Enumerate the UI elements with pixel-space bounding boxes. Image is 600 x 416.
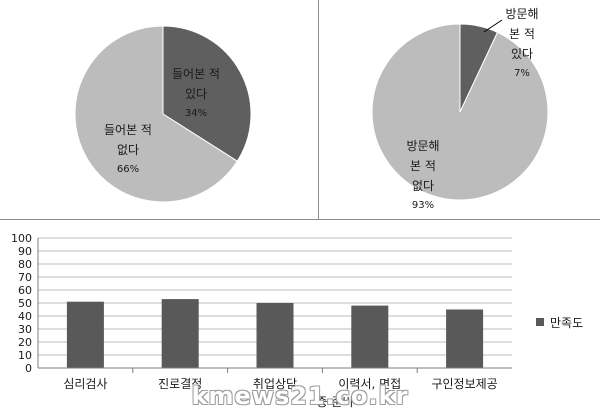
watermark: kmews21.co.kr — [191, 382, 409, 410]
pie-slice-label: 방문해 — [406, 139, 439, 153]
x-tick-label: 이력서, 면접 — [338, 377, 401, 391]
x-tick-label: 구인정보제공 — [431, 377, 497, 391]
pie-slice-label: 방문해 — [505, 7, 538, 21]
panel-divider-horizontal — [0, 219, 600, 220]
pie-slice-label: 본 적 — [509, 27, 535, 41]
y-tick-label: 30 — [18, 323, 32, 336]
pie-slice-label: 들어본 적 — [172, 67, 220, 81]
pie-slice-label: 없다 — [117, 143, 139, 157]
pie-slice-percent: 93% — [412, 200, 434, 211]
y-tick-label: 100 — [11, 232, 32, 245]
panel-divider-vertical — [318, 0, 319, 220]
legend-swatch — [536, 318, 544, 326]
pie-chart-awareness: 들어본 적 있다 34% 들어본 적 없다 66% — [0, 0, 318, 218]
pie-slice-label: 들어본 적 — [104, 123, 152, 137]
y-tick-label: 90 — [18, 245, 32, 258]
y-tick-label: 10 — [18, 349, 32, 362]
y-tick-label: 20 — [18, 336, 32, 349]
pie-leader-line — [483, 19, 503, 33]
pie-slice — [371, 23, 549, 201]
y-tick-label: 0 — [25, 362, 32, 375]
y-tick-label: 40 — [18, 310, 32, 323]
pie-slice-percent: 34% — [185, 108, 207, 119]
bar — [351, 305, 389, 368]
pie-slice-label: 있다 — [185, 87, 207, 101]
y-tick-label: 50 — [18, 297, 32, 310]
pie-slice — [74, 25, 238, 203]
x-tick-label: 취업상담 — [253, 377, 297, 391]
pie-slice-label: 본 적 — [410, 159, 436, 173]
x-tick-label: 심리검사 — [63, 377, 107, 391]
bar — [161, 299, 199, 368]
y-tick-label: 80 — [18, 258, 32, 271]
pie-slice-label: 있다 — [511, 47, 533, 61]
pie-slice-percent: 66% — [117, 164, 139, 175]
y-tick-label: 70 — [18, 271, 32, 284]
pie-chart-visit: 방문해 본 적 있다 7% 방문해 본 적 없다 93% — [318, 0, 600, 218]
legend-label: 만족도 — [550, 316, 583, 330]
bar-chart-satisfaction: 0 10 20 30 40 50 60 70 80 90 100 심리검사 진로결정 취업상담 이력서, 면… — [0, 220, 600, 416]
bar — [256, 303, 294, 368]
pie-slice-label: 없다 — [412, 179, 434, 193]
bar — [446, 309, 484, 368]
y-tick-label: 60 — [18, 284, 32, 297]
x-tick-label: 진로결정 — [158, 377, 202, 391]
x-axis-label: 중 준비 — [317, 395, 354, 409]
pie-slice-percent: 7% — [514, 68, 530, 79]
bar — [66, 301, 104, 368]
